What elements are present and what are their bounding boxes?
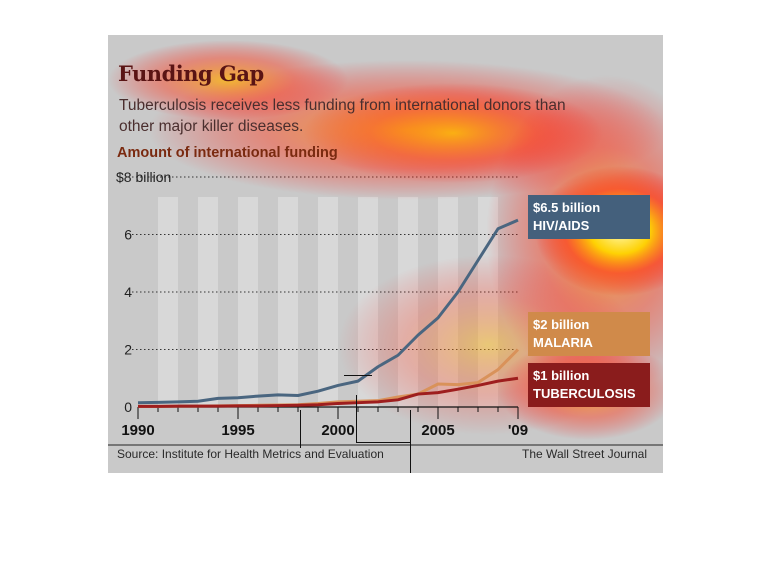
y-tick-label: 4 [124,284,132,300]
x-tick-label: 1990 [121,422,154,439]
year-stripe [318,197,338,407]
year-stripe [238,197,258,407]
y-tick-label: $8 billion [116,169,171,185]
callout-hiv-amount: $6.5 billion [533,200,601,215]
credit: The Wall Street Journal [522,447,647,461]
series-line [137,218,519,405]
scanpath-line [356,395,357,443]
y-tick-label: 2 [124,342,132,358]
chart-card: $8 billion 6 4 2 0 1990 1995 2000 2005 '09 Fundi… [108,35,663,473]
y-tick-label: 6 [124,227,132,243]
scanpath-line [356,442,411,443]
x-tick-label: '09 [508,422,528,439]
callout-malaria-amount: $2 billion [533,317,590,332]
chart-subtitle: Tuberculosis receives less funding from … [119,97,566,135]
callout-tuberculosis: $1 billion TUBERCULOSIS [528,363,650,407]
callout-malaria-name: MALARIA [533,335,593,350]
callout-hiv: $6.5 billion HIV/AIDS [528,195,650,239]
y-axis-label: Amount of international funding [117,145,338,161]
year-stripe [158,197,178,407]
chart-title: Funding Gap [118,61,264,86]
scanpath-line [300,410,301,448]
source-note: Source: Institute for Health Metrics and… [117,447,384,461]
scanpath-line [410,410,411,473]
x-tick-label: 1995 [221,422,254,439]
callout-malaria: $2 billion MALARIA [528,312,650,356]
year-stripe [198,197,218,407]
callout-tuberculosis-amount: $1 billion [533,368,590,383]
y-tick-label: 0 [124,399,132,415]
year-stripe [278,197,298,407]
x-tick-label: 2005 [421,422,454,439]
callout-hiv-name: HIV/AIDS [533,218,590,233]
x-tick-label: 2000 [321,422,354,439]
series-line [138,376,519,408]
callout-tuberculosis-name: TUBERCULOSIS [533,386,636,401]
scanpath-line [344,375,372,376]
